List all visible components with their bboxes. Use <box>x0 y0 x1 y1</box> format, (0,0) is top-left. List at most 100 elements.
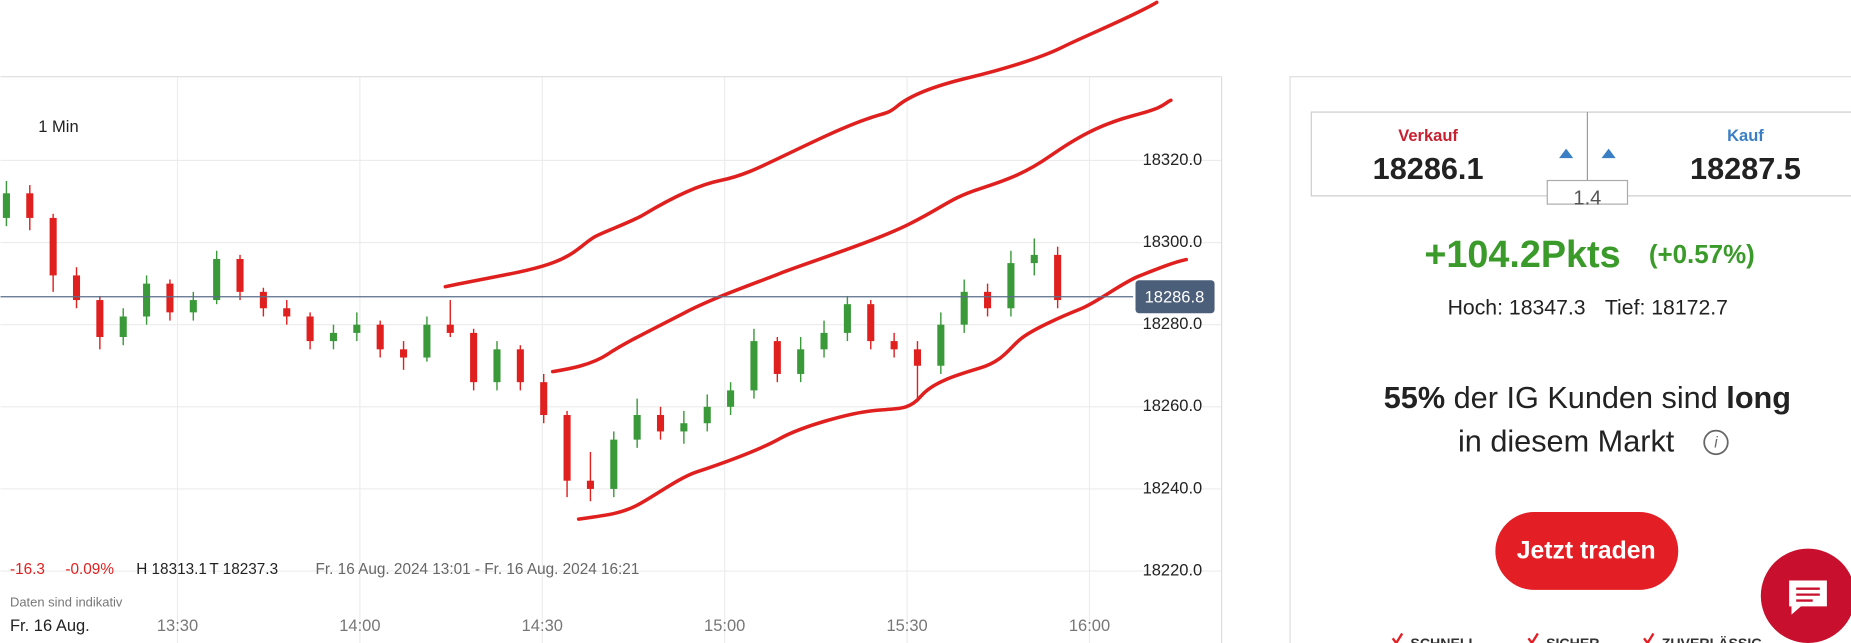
candle-body <box>96 300 104 338</box>
candle-body <box>72 275 81 301</box>
trend-line <box>550 98 1173 374</box>
candle-body <box>656 415 665 432</box>
feature: SCHNELL <box>1410 635 1477 643</box>
candle-body <box>1054 254 1062 301</box>
candle-body <box>1007 263 1015 309</box>
candle-body <box>306 316 314 342</box>
sentiment-text: der IG Kunden sind <box>1445 381 1726 415</box>
change-pct: (+0.57%) <box>1649 241 1755 269</box>
candle-body <box>750 341 758 391</box>
trade-button[interactable] <box>1495 512 1679 590</box>
candle-body <box>213 258 221 301</box>
note: Daten sind indikativ <box>10 594 123 609</box>
candle-body <box>820 332 828 350</box>
candle-body <box>633 415 641 440</box>
candle-body <box>259 291 267 309</box>
trend-line <box>443 0 1159 289</box>
candle-body <box>400 349 408 358</box>
candle-body <box>353 324 361 333</box>
sell-price[interactable]: 18286.1 <box>1373 152 1484 186</box>
spread-box <box>1546 179 1629 205</box>
buy-price[interactable]: 18287.5 <box>1690 152 1801 186</box>
x-tick-label: 15:30 <box>886 617 927 635</box>
info-i: i <box>1714 435 1718 452</box>
candle-body <box>49 217 57 276</box>
change: +104.2Pkts <box>1424 233 1620 275</box>
y-tick-label: 18320.0 <box>1143 151 1203 169</box>
x-tick-label: 14:30 <box>522 617 563 635</box>
arrow-up <box>1559 148 1616 159</box>
candle-body <box>166 283 174 313</box>
candle-body <box>26 193 34 218</box>
candle-body <box>984 291 992 309</box>
candle-body <box>610 439 618 489</box>
candle-body <box>236 258 244 292</box>
y-tick-label: 18240.0 <box>1143 479 1203 497</box>
feature: ZUVERLÄSSIG <box>1662 635 1763 643</box>
candle-body <box>376 324 384 350</box>
spread: 1.4 <box>1573 188 1601 210</box>
x-tick-label: 13:30 <box>157 617 198 635</box>
candle-body <box>516 349 524 383</box>
trend-line <box>576 257 1189 521</box>
current-price-tag <box>1135 280 1215 314</box>
feature: SICHER <box>1546 635 1599 643</box>
candle-body <box>937 324 945 366</box>
candles <box>2 180 1062 502</box>
candle-body <box>329 332 338 342</box>
interval[interactable]: 1 Min <box>38 118 78 136</box>
date: Fr. 16 Aug. <box>10 617 90 635</box>
candle-body <box>119 316 127 338</box>
sentiment-line2: in diesem Markt <box>1458 425 1675 459</box>
low: T 18237.3 <box>209 561 278 578</box>
candle-body <box>1030 254 1038 264</box>
candle-body <box>470 332 478 383</box>
y-tick-label: 18220.0 <box>1143 561 1203 579</box>
candle-body <box>960 291 968 325</box>
candle-body <box>727 390 735 407</box>
day-high: Hoch: 18347.3 <box>1448 297 1586 320</box>
buy-label[interactable]: Kauf <box>1727 127 1764 145</box>
sentiment-pct: 55% <box>1384 381 1445 415</box>
candle-body <box>680 423 688 432</box>
candle-body <box>890 341 898 350</box>
y-tick-label: 18260.0 <box>1143 397 1203 415</box>
candle-body <box>867 304 875 342</box>
y-tick-label: 18300.0 <box>1143 233 1203 251</box>
high: H 18313.1 <box>136 561 207 578</box>
day-low: Tief: 18172.7 <box>1605 297 1728 320</box>
change: -16.3 <box>10 561 45 578</box>
candle-body <box>586 480 594 489</box>
candle-body <box>2 193 10 218</box>
sell-label[interactable]: Verkauf <box>1398 127 1458 145</box>
candle-body <box>423 324 431 358</box>
sentiment: 55% der IG Kunden sind long <box>1384 381 1791 415</box>
candle-body <box>563 415 571 481</box>
trade-button-label[interactable]: Jetzt traden <box>1517 538 1656 565</box>
candle-body <box>773 341 781 374</box>
check <box>1391 632 1655 643</box>
candle-body <box>446 324 454 333</box>
x-tick-label: 15:00 <box>704 617 745 635</box>
date-range: Fr. 16 Aug. 2024 13:01 - Fr. 16 Aug. 202… <box>316 561 640 578</box>
candle-body <box>540 382 548 416</box>
x-tick-label: 14:00 <box>339 617 380 635</box>
drawn-lines <box>443 0 1189 521</box>
info-icon[interactable] <box>1703 429 1729 456</box>
candle-body <box>493 349 501 383</box>
sentiment-side: long <box>1726 381 1791 415</box>
candle-body <box>913 349 922 366</box>
chat-lines <box>1796 587 1820 602</box>
y-tick-label: 18280.0 <box>1143 315 1203 333</box>
candle-body <box>283 308 291 317</box>
candle-body <box>843 304 851 333</box>
candle-body <box>797 349 805 374</box>
candle-body <box>143 283 151 317</box>
candle-body <box>703 406 711 424</box>
change-pct: -0.09% <box>65 561 114 578</box>
candle-body <box>189 300 197 313</box>
current-price: 18286.8 <box>1145 288 1205 306</box>
x-tick-label: 16:00 <box>1069 617 1110 635</box>
